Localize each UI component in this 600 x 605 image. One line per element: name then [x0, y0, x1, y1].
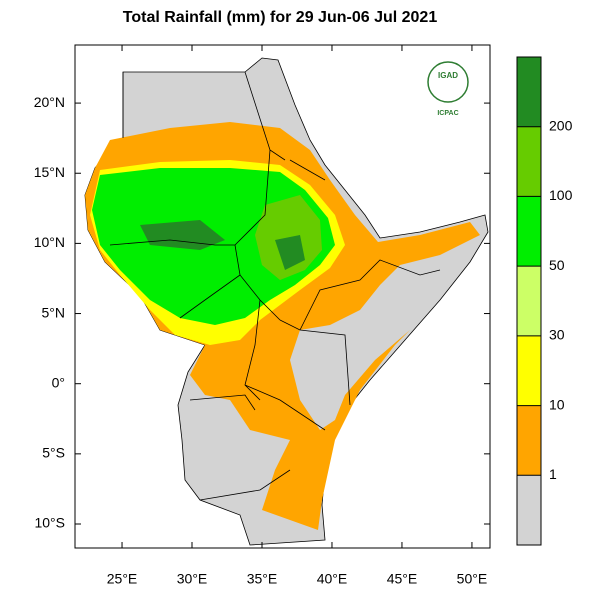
colorbar-swatch	[517, 266, 541, 336]
colorbar-label: 30	[549, 327, 565, 343]
y-tick-label: 10°S	[34, 515, 65, 531]
y-tick-label: 10°N	[34, 234, 65, 250]
x-tick-label: 45°E	[387, 571, 418, 587]
colorbar-swatch	[517, 335, 541, 406]
colorbar-swatch	[517, 126, 541, 197]
x-tick-label: 40°E	[317, 571, 348, 587]
country-borders	[109, 71, 441, 501]
colorbar: 1 10 30 50 100 200	[516, 56, 573, 546]
colorbar-swatch	[517, 405, 541, 476]
rain-200	[140, 220, 305, 270]
logo-org: ICPAC	[437, 110, 458, 117]
logo-badge	[427, 61, 469, 103]
colorbar-swatch	[517, 475, 541, 545]
map-area: IGAD ICPAC	[74, 44, 491, 549]
logo-name: IGAD	[438, 71, 458, 80]
colorbar-label: 100	[549, 187, 573, 203]
colorbar-swatch	[517, 196, 541, 267]
y-tick-label: 5°S	[42, 445, 65, 461]
colorbar-label: 200	[549, 117, 573, 133]
x-tick-label: 35°E	[247, 571, 278, 587]
colorbar-label: 10	[549, 396, 565, 412]
x-tick-label: 30°E	[177, 571, 208, 587]
colorbar-label: 1	[549, 466, 557, 482]
y-tick-label: 5°N	[42, 304, 66, 320]
colorbar-frame	[516, 56, 542, 546]
colorbar-swatch	[517, 57, 541, 127]
x-tick-label: 25°E	[107, 571, 138, 587]
colorbar-label: 50	[549, 257, 565, 273]
y-tick-label: 15°N	[34, 164, 65, 180]
map-title: Total Rainfall (mm) for 29 Jun-06 Jul 20…	[123, 9, 438, 26]
x-tick-label: 50°E	[457, 571, 488, 587]
y-tick-label: 0°	[52, 374, 65, 390]
y-tick-label: 20°N	[34, 94, 65, 110]
map-frame	[74, 44, 491, 549]
